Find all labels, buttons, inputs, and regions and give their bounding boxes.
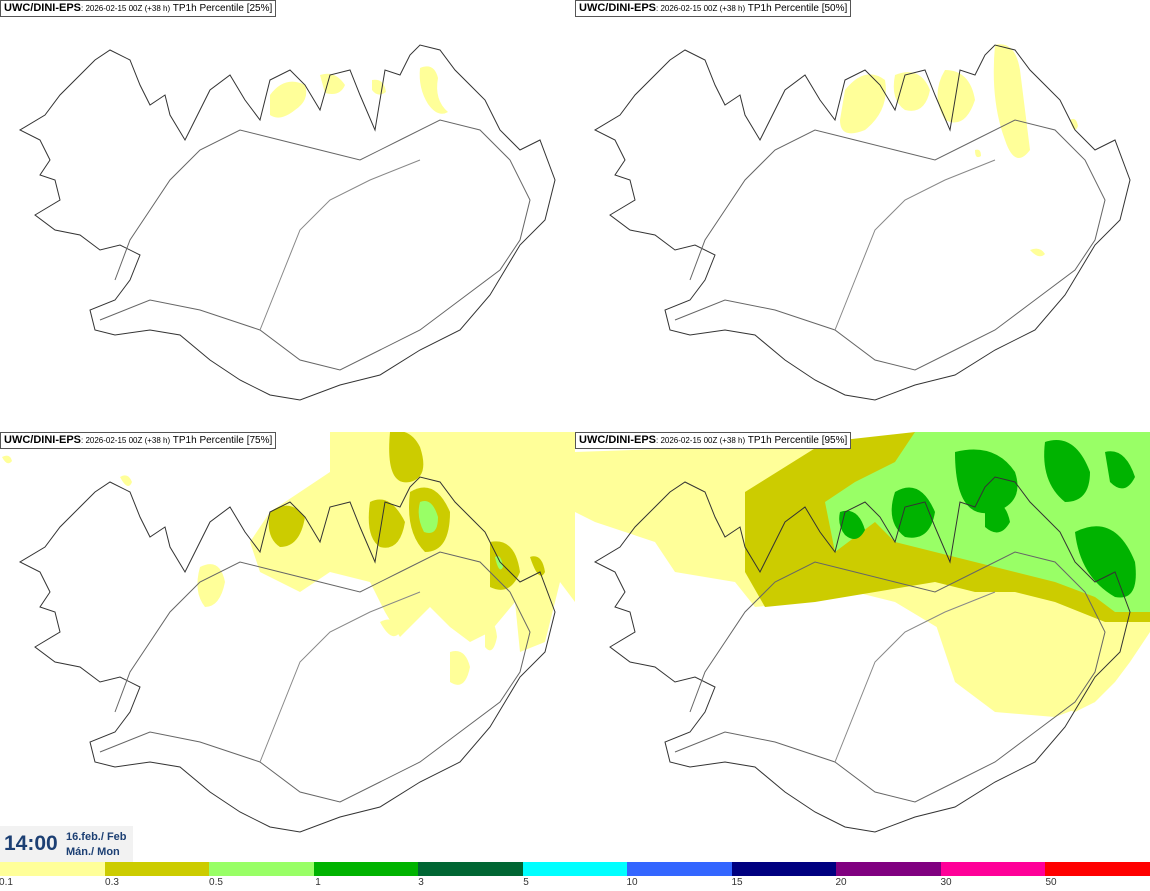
precip-area xyxy=(250,432,575,652)
precip-area xyxy=(985,501,1010,533)
field-name: TP1h Percentile [50%] xyxy=(745,3,848,14)
precip-area xyxy=(197,564,225,607)
legend-swatch xyxy=(418,862,523,876)
highland-road xyxy=(259,159,421,331)
precip-area xyxy=(1105,451,1135,489)
panel-title: UWC/DINI-EPS: 2026-02-15 00Z (+38 h) TP1… xyxy=(0,0,277,17)
run-info: : 2026-02-15 00Z (+38 h) xyxy=(81,4,171,13)
valid-time-box: 14:00 16.feb./ Feb Mán./ Mon xyxy=(0,826,133,862)
valid-time: 14:00 xyxy=(4,832,58,855)
highland-road xyxy=(259,591,421,763)
precip-area xyxy=(955,449,1018,514)
precip-area xyxy=(1075,526,1136,598)
precip-area xyxy=(120,475,132,486)
precip-area xyxy=(485,621,497,651)
model-name: UWC/DINI-EPS xyxy=(579,2,656,14)
precip-area xyxy=(490,541,520,590)
legend-swatch xyxy=(627,862,732,876)
run-info: : 2026-02-15 00Z (+38 h) xyxy=(81,436,171,445)
panel-title: UWC/DINI-EPS: 2026-02-15 00Z (+38 h) TP1… xyxy=(575,432,852,449)
precip-area xyxy=(1070,118,1078,130)
map-panel-p75: UWC/DINI-EPS: 2026-02-15 00Z (+38 h) TP1… xyxy=(0,432,575,864)
highland-road xyxy=(834,591,996,763)
panel-title: UWC/DINI-EPS: 2026-02-15 00Z (+38 h) TP1… xyxy=(0,432,277,449)
legend-tick: 10 xyxy=(626,877,638,888)
legend-ticks: 0.1 0.3 0.5 1 3 5 10 15 20 30 50 xyxy=(0,877,1150,891)
legend-tick: 20 xyxy=(835,877,847,888)
legend-swatch xyxy=(1045,862,1150,876)
precip-area xyxy=(530,556,545,576)
legend-swatch xyxy=(209,862,314,876)
road-network xyxy=(674,119,1106,371)
precip-area xyxy=(2,455,12,464)
iceland-map-p95 xyxy=(575,432,1150,833)
legend-swatch xyxy=(836,862,941,876)
legend-swatch xyxy=(940,862,1046,876)
run-info: : 2026-02-15 00Z (+38 h) xyxy=(656,436,746,445)
precip-area xyxy=(935,622,1095,717)
field-name: TP1h Percentile [75%] xyxy=(170,435,273,446)
valid-date: 16.feb./ Feb xyxy=(66,831,127,843)
legend-tick: 1 xyxy=(315,877,321,888)
highland-road xyxy=(834,159,996,331)
road-network xyxy=(99,551,531,803)
coastline xyxy=(593,476,1131,833)
precip-area xyxy=(268,505,305,547)
legend-swatch xyxy=(104,862,210,876)
legend-tick: 0.3 xyxy=(105,877,119,888)
iceland-map-p50 xyxy=(593,44,1131,401)
model-name: UWC/DINI-EPS xyxy=(4,434,81,446)
legend-tick: 0.5 xyxy=(209,877,223,888)
precip-area xyxy=(389,432,424,483)
legend-swatch xyxy=(0,862,105,876)
precip-area xyxy=(1044,440,1090,502)
precip-area xyxy=(419,66,448,114)
precip-area xyxy=(320,73,345,94)
panel-title: UWC/DINI-EPS: 2026-02-15 00Z (+38 h) TP1… xyxy=(575,0,852,17)
precip-area xyxy=(891,487,935,538)
legend-swatch xyxy=(522,862,628,876)
precip-area xyxy=(372,79,386,95)
legend-tick: 0.1 xyxy=(0,877,13,888)
precip-area xyxy=(380,619,400,637)
precip-area xyxy=(839,510,865,539)
precip-area xyxy=(450,651,470,685)
legend-tick: 50 xyxy=(1045,877,1057,888)
model-name: UWC/DINI-EPS xyxy=(579,434,656,446)
field-name: TP1h Percentile [95%] xyxy=(745,435,848,446)
legend-swatch xyxy=(313,862,419,876)
legend-tick: 30 xyxy=(940,877,952,888)
precip-area xyxy=(1030,248,1045,257)
precip-area xyxy=(893,72,930,111)
valid-weekday: Mán./ Mon xyxy=(66,846,120,858)
legend-tick: 15 xyxy=(731,877,743,888)
precip-area xyxy=(937,70,975,123)
precip-area xyxy=(368,499,405,548)
legend-tick: 3 xyxy=(418,877,424,888)
coastline xyxy=(18,44,556,401)
map-panel-p50: UWC/DINI-EPS: 2026-02-15 00Z (+38 h) TP1… xyxy=(575,0,1150,432)
precip-area xyxy=(495,556,503,570)
color-legend xyxy=(0,862,1150,876)
field-name: TP1h Percentile [25%] xyxy=(170,3,273,14)
precip-area xyxy=(993,44,1030,158)
precip-area xyxy=(975,149,981,158)
road-network xyxy=(674,551,1106,803)
precip-area xyxy=(418,501,438,533)
precip-area xyxy=(840,74,886,134)
legend-tick: 5 xyxy=(523,877,529,888)
map-panel-p25: UWC/DINI-EPS: 2026-02-15 00Z (+38 h) TP1… xyxy=(0,0,575,432)
iceland-map-p25 xyxy=(18,44,556,401)
precip-area xyxy=(270,81,307,118)
legend-swatch xyxy=(731,862,837,876)
model-name: UWC/DINI-EPS xyxy=(4,2,81,14)
iceland-map-p75 xyxy=(2,432,575,833)
run-info: : 2026-02-15 00Z (+38 h) xyxy=(656,4,746,13)
coastline xyxy=(18,476,556,833)
coastline xyxy=(593,44,1131,401)
road-network xyxy=(99,119,531,371)
map-panel-p95: UWC/DINI-EPS: 2026-02-15 00Z (+38 h) TP1… xyxy=(575,432,1150,864)
